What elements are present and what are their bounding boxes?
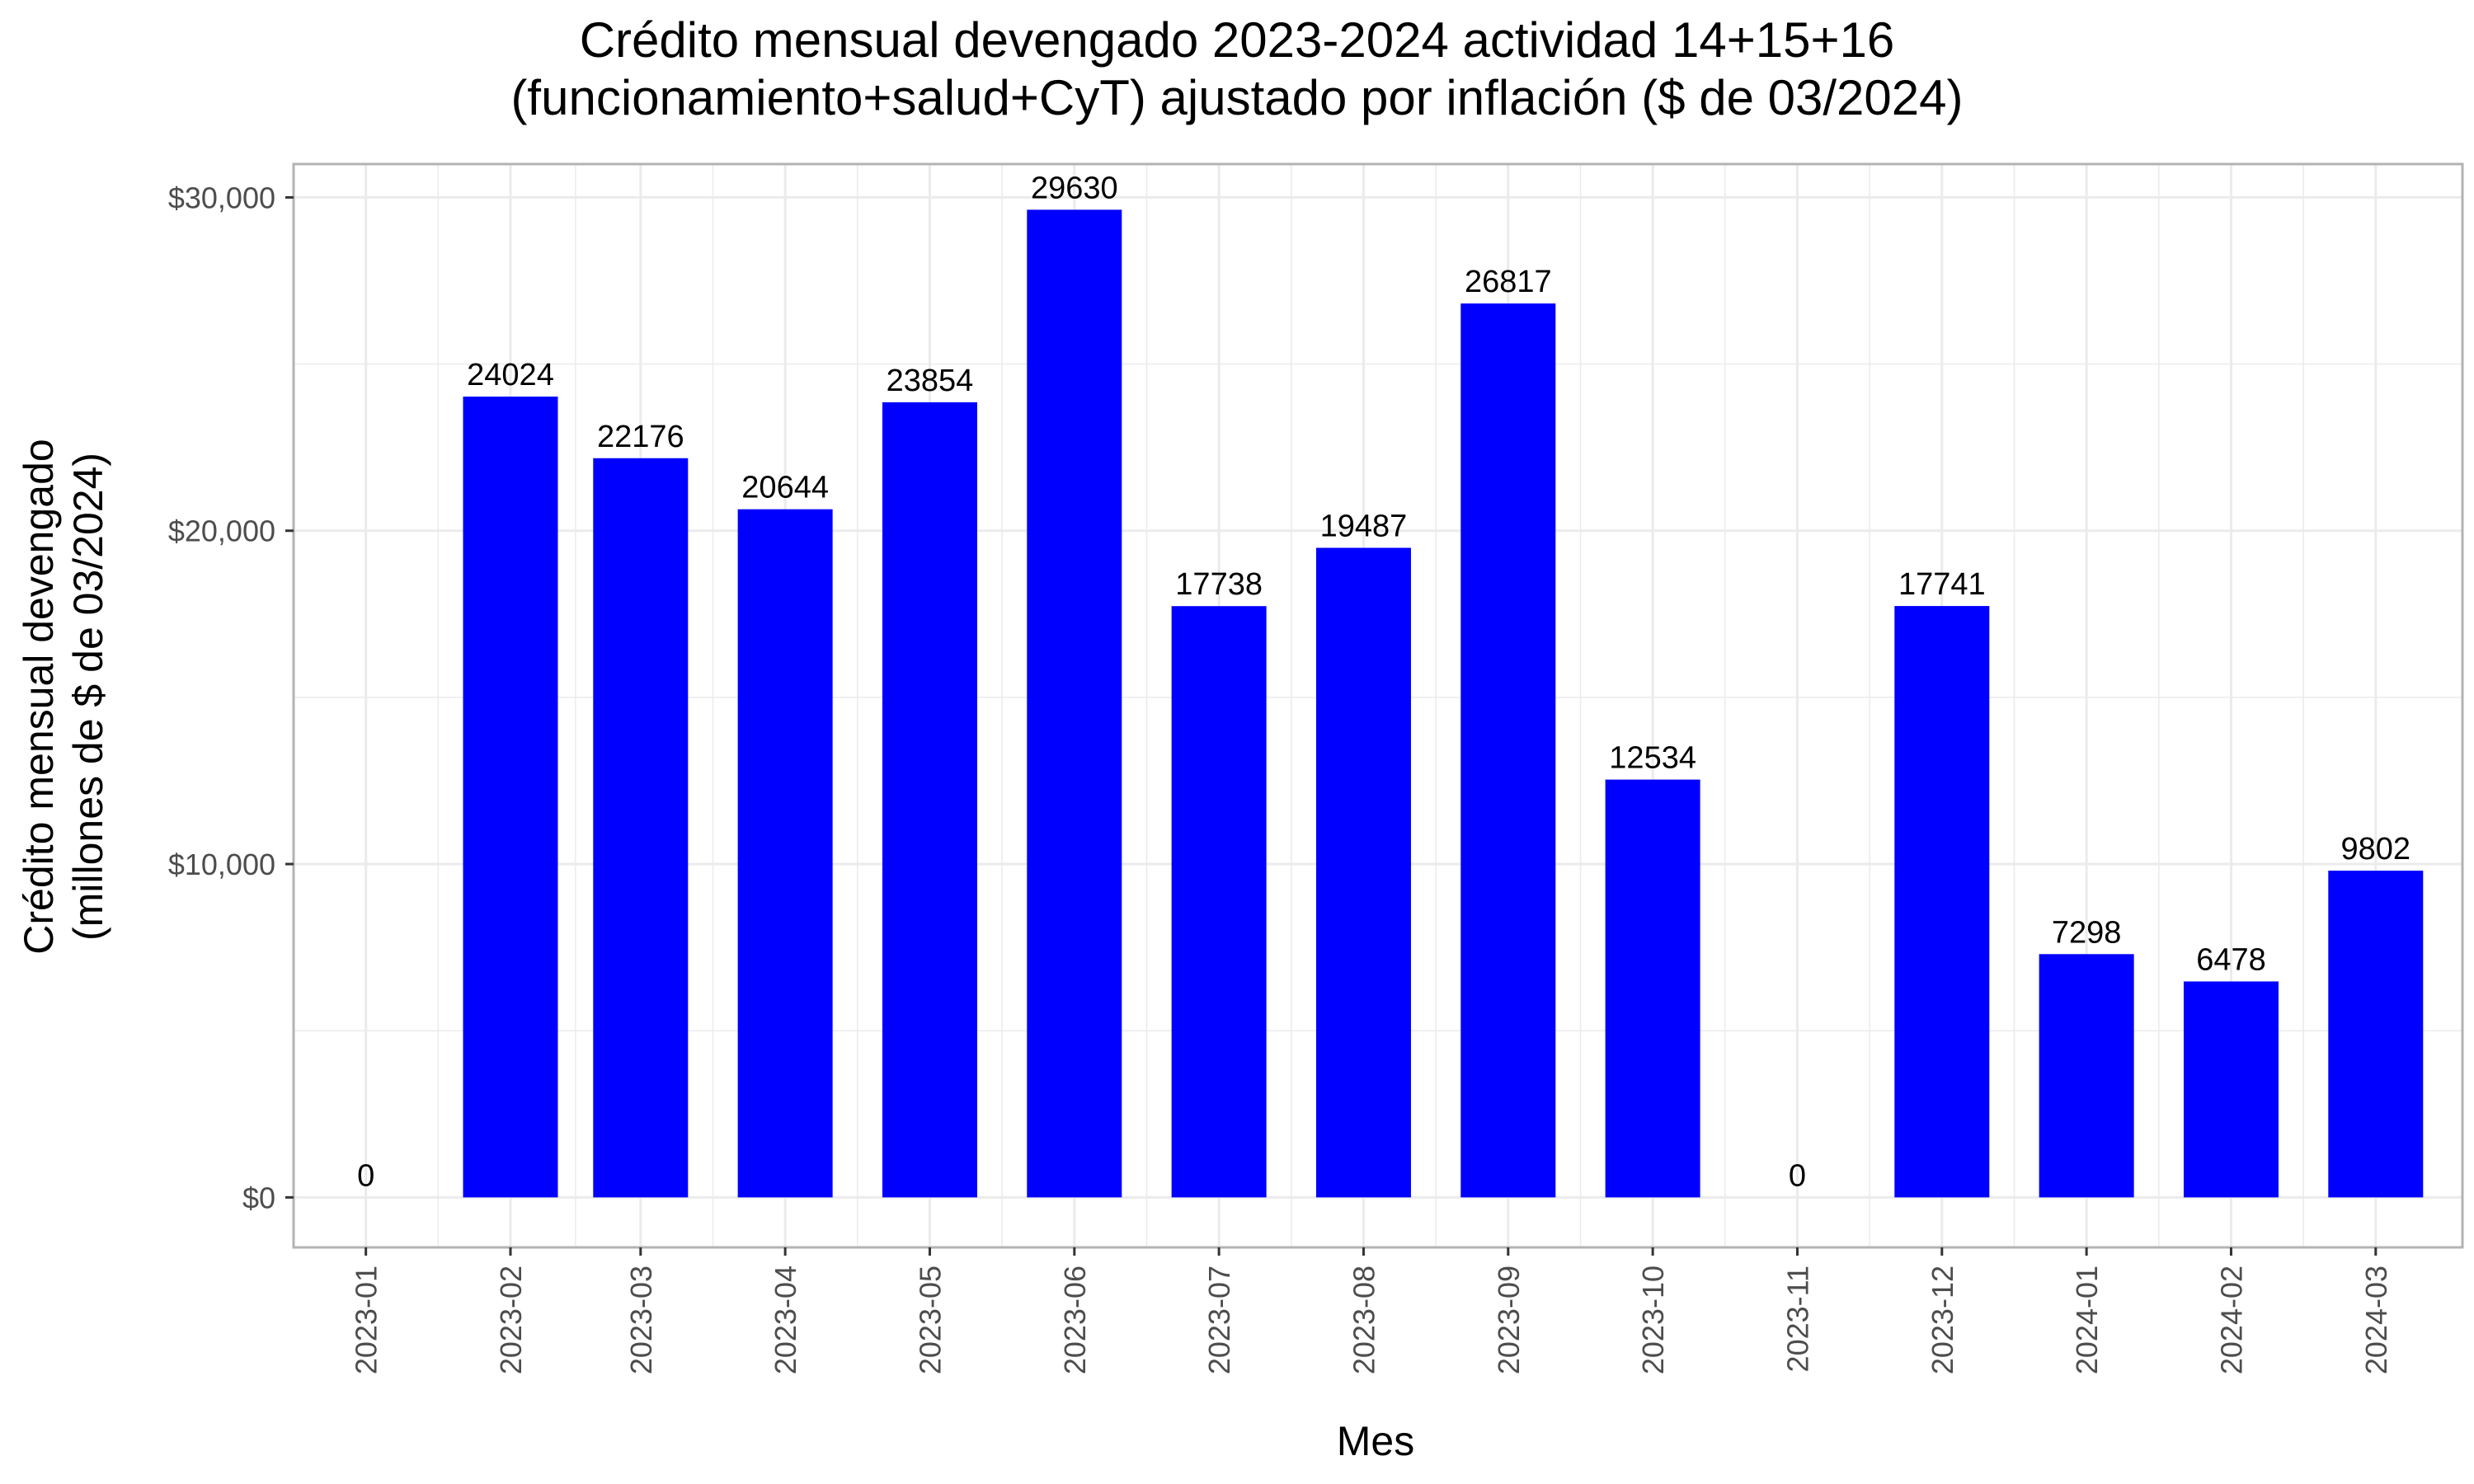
data-label: 17741 <box>1898 567 1986 602</box>
bar <box>1894 606 1990 1198</box>
x-tick-label: 2023-07 <box>1202 1266 1236 1374</box>
x-tick-label: 2023-09 <box>1492 1266 1526 1374</box>
data-label: 22176 <box>597 420 684 454</box>
data-label: 6478 <box>2196 942 2266 977</box>
bar <box>1460 303 1556 1198</box>
y-tick-label: $0 <box>242 1181 275 1214</box>
data-label: 9802 <box>2341 832 2411 866</box>
chart-title: Crédito mensual devengado 2023-2024 acti… <box>0 12 2474 127</box>
data-label: 19487 <box>1320 509 1408 543</box>
panel-border <box>292 162 2464 1249</box>
x-tick-label: 2023-08 <box>1347 1266 1380 1374</box>
x-tick-label: 2024-02 <box>2214 1266 2248 1374</box>
y-axis-label: Crédito mensual devengado (millones de $… <box>16 439 111 954</box>
chart-title-line-1: Crédito mensual devengado 2023-2024 acti… <box>579 12 1895 68</box>
data-label: 0 <box>1789 1158 1806 1193</box>
bar <box>737 509 833 1198</box>
bar <box>1027 209 1122 1198</box>
y-axis: $0 $10,000 $20,000 $30,000 <box>168 181 294 1214</box>
bar <box>2039 954 2134 1198</box>
data-label: 20644 <box>741 471 829 505</box>
data-label: 26817 <box>1465 265 1552 299</box>
data-label: 7298 <box>2052 915 2122 950</box>
bar <box>1171 606 1267 1198</box>
x-tick-label: 2023-02 <box>494 1266 528 1374</box>
data-label: 17738 <box>1175 567 1263 602</box>
bars <box>463 209 2424 1198</box>
bar <box>463 397 558 1198</box>
x-tick-label: 2023-01 <box>350 1266 383 1374</box>
y-tick-label: $20,000 <box>168 514 275 548</box>
data-labels: 0 24024 22176 20644 23854 29630 17738 19487 2681… <box>357 171 2411 1193</box>
x-tick-label: 2023-04 <box>769 1266 802 1374</box>
x-tick-label: 2023-06 <box>1058 1266 1092 1374</box>
chart-title-line-2: (funcionamiento+salud+CyT) ajustado por … <box>510 70 1964 125</box>
x-tick-label: 2024-03 <box>2359 1266 2393 1374</box>
bar <box>2328 871 2424 1198</box>
bar <box>593 458 689 1198</box>
data-label: 12534 <box>1609 741 1696 776</box>
data-label: 29630 <box>1031 171 1118 205</box>
bar <box>1605 779 1700 1198</box>
bar <box>882 402 977 1198</box>
x-tick-label: 2023-10 <box>1636 1266 1670 1374</box>
y-axis-label-line-1: Crédito mensual devengado <box>16 439 62 954</box>
x-tick-label: 2024-01 <box>2070 1266 2104 1374</box>
y-axis-label-line-2: (millones de $ de 03/2024) <box>65 453 111 941</box>
y-tick-label: $10,000 <box>168 848 275 881</box>
y-tick-label: $30,000 <box>168 181 275 214</box>
data-label: 0 <box>357 1158 374 1193</box>
x-axis-label: Mes <box>1337 1418 1414 1464</box>
data-label: 24024 <box>467 358 554 392</box>
x-tick-label: 2023-12 <box>1926 1266 1959 1374</box>
x-tick-label: 2023-03 <box>624 1266 658 1374</box>
x-tick-label: 2023-05 <box>913 1266 947 1374</box>
data-label: 23854 <box>887 364 974 398</box>
bar <box>1315 547 1411 1198</box>
x-axis: 2023-01 2023-02 2023-03 2023-04 2023-05 2023-… <box>350 1247 2393 1374</box>
x-tick-label: 2023-11 <box>1780 1266 1814 1372</box>
bar <box>2183 981 2279 1198</box>
